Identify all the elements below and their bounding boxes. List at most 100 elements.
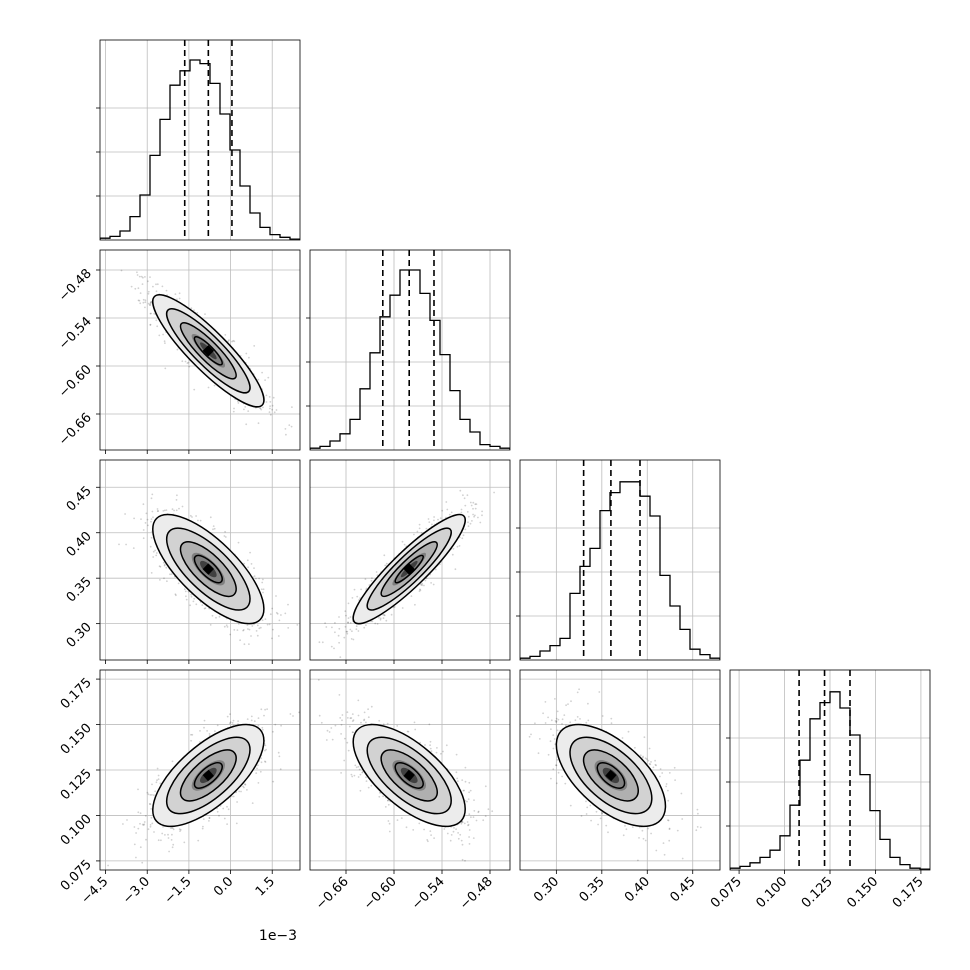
sample-point: [155, 781, 158, 784]
sample-point: [351, 597, 354, 599]
sample-point: [331, 626, 333, 629]
sample-point: [405, 826, 408, 829]
sample-point: [192, 600, 195, 603]
sample-point: [469, 501, 472, 504]
sample-point: [401, 540, 404, 543]
sample-point: [326, 729, 329, 732]
sample-point: [338, 641, 340, 644]
sample-point: [147, 290, 150, 293]
contour-line: [152, 723, 265, 828]
sample-point: [343, 636, 346, 639]
sample-point: [142, 298, 145, 301]
sample-point: [158, 334, 161, 337]
sample-point: [193, 597, 196, 600]
sample-point: [393, 606, 396, 608]
sample-point: [122, 823, 124, 825]
sample-point: [157, 839, 160, 842]
sample-point: [155, 290, 158, 293]
panel-frame: [99, 249, 301, 451]
sample-point: [414, 603, 416, 606]
sample-point: [272, 730, 274, 733]
sample-point: [175, 509, 178, 512]
sample-point: [363, 711, 366, 714]
sample-point: [244, 783, 247, 786]
sample-point: [215, 616, 217, 619]
sample-point: [165, 509, 168, 511]
sample-point: [152, 285, 154, 288]
sample-point: [179, 829, 182, 831]
sample-point: [218, 814, 220, 817]
sample-point: [150, 520, 152, 523]
sample-point: [384, 806, 387, 808]
sample-point: [454, 568, 457, 571]
sample-point: [250, 563, 253, 565]
sample-point: [247, 628, 249, 630]
sample-point: [150, 816, 153, 819]
sample-point: [208, 733, 211, 735]
sample-point: [148, 803, 151, 805]
sample-point: [259, 407, 262, 410]
sample-point: [472, 507, 474, 510]
sample-point: [143, 821, 146, 823]
sample-point: [147, 793, 150, 796]
sample-point: [371, 577, 373, 579]
sample-point: [451, 553, 454, 556]
sample-point: [289, 713, 292, 715]
sample-point: [212, 528, 214, 531]
sample-point: [161, 285, 164, 288]
sample-point: [428, 521, 431, 523]
sample-point: [272, 628, 274, 631]
sample-point: [355, 625, 358, 628]
sample-point: [237, 402, 240, 404]
sample-point: [414, 728, 417, 731]
sample-point: [163, 509, 166, 512]
sample-point: [224, 334, 227, 336]
sample-point: [379, 617, 382, 620]
sample-point: [199, 730, 201, 732]
sample-point: [165, 289, 168, 292]
sample-point: [171, 846, 174, 849]
sample-point: [225, 624, 228, 627]
sample-point: [157, 510, 160, 512]
sample-point: [419, 589, 422, 592]
sample-point: [139, 846, 142, 849]
contour-line: [179, 749, 237, 802]
sample-point: [365, 776, 367, 779]
sample-point: [378, 719, 381, 722]
sample-point: [260, 761, 263, 764]
sample-point: [253, 345, 256, 347]
sample-point: [260, 708, 263, 711]
sample-point: [238, 790, 241, 793]
sample-point: [280, 724, 282, 727]
sample-point: [135, 832, 138, 834]
sample-point: [277, 751, 280, 754]
sample-point: [195, 603, 198, 606]
sample-point: [163, 563, 166, 566]
sample-point: [401, 607, 404, 609]
sample-point: [267, 376, 270, 379]
sample-point: [330, 645, 333, 648]
sample-point: [243, 786, 245, 789]
sample-point: [242, 629, 245, 632]
sample-point: [256, 767, 258, 770]
sample-point: [345, 630, 348, 633]
sample-point: [149, 545, 152, 548]
sample-point: [292, 715, 294, 717]
sample-point: [268, 411, 271, 413]
sample-point: [231, 722, 234, 724]
sample-point: [472, 816, 475, 818]
sample-point: [437, 518, 439, 521]
sample-point: [261, 371, 263, 374]
sample-point: [247, 566, 250, 569]
sample-point: [387, 803, 390, 806]
sample-point: [132, 547, 135, 549]
sample-point: [244, 783, 246, 786]
sample-point: [253, 720, 256, 723]
sample-point: [141, 283, 144, 285]
sample-point: [384, 564, 387, 567]
sample-point: [139, 812, 142, 815]
sample-point: [427, 518, 430, 520]
sample-point: [262, 406, 264, 409]
sample-point: [190, 595, 193, 598]
sample-point: [209, 624, 212, 626]
